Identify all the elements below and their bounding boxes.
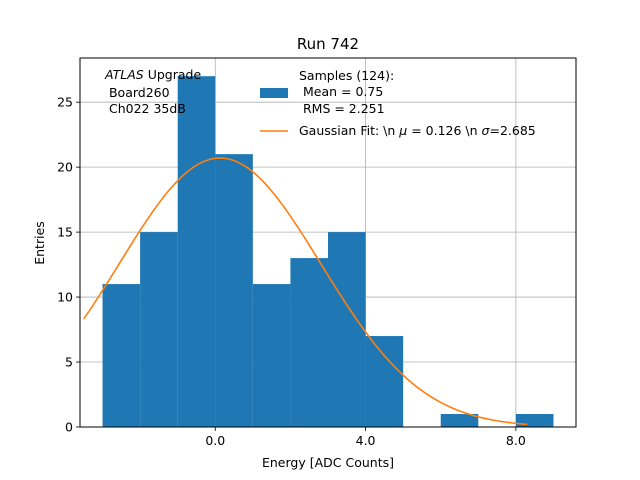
y-tick-label: 20: [57, 160, 73, 175]
y-tick-label: 25: [57, 95, 73, 110]
plot-frame: [79, 57, 577, 428]
y-tick-label: 10: [57, 290, 73, 305]
legend: Samples (124): Mean = 0.75 RMS = 2.251 G…: [260, 68, 536, 138]
histogram-bar: [140, 232, 178, 427]
x-tick-label: 4.0: [356, 433, 376, 448]
y-tick-label: 15: [57, 225, 73, 240]
histogram-bar: [252, 284, 291, 427]
histogram-bar: [365, 336, 404, 427]
atlas-italic: ATLAS: [104, 67, 144, 82]
histogram-bars: [102, 76, 554, 428]
legend-samples-swatch: [260, 88, 288, 98]
histogram-bar: [328, 232, 366, 427]
y-tick-label: 5: [65, 355, 73, 370]
y-tick-label: 0: [65, 420, 73, 435]
legend-samples-rms: RMS = 2.251: [299, 101, 385, 116]
chart-title: Run 742: [297, 35, 359, 53]
gaussian-fit: [83, 157, 528, 426]
histogram-bar: [102, 284, 141, 427]
histogram-bar: [177, 76, 216, 428]
x-axis-label: Energy [ADC Counts]: [262, 455, 394, 470]
y-axis-label: Entries: [32, 221, 47, 265]
atlas-label: ATLAS Upgrade: [104, 67, 201, 82]
y-axis-ticks: 0 5 10 15 20 25: [57, 95, 80, 435]
channel-label: Ch022 35dB: [105, 101, 186, 116]
legend-fit-label: Gaussian Fit: \n μ = 0.126 \n σ=2.685: [299, 123, 536, 138]
histogram-bar: [290, 258, 328, 427]
histogram-bar: [515, 414, 554, 427]
legend-samples-title: Samples (124):: [299, 68, 394, 83]
histogram-bar: [215, 154, 253, 427]
x-axis-ticks: 0.0 4.0 8.0: [205, 427, 526, 448]
histogram-bar: [440, 414, 479, 427]
x-tick-label: 8.0: [506, 433, 526, 448]
upgrade-text: Upgrade: [144, 67, 202, 82]
x-tick-label: 0.0: [205, 433, 225, 448]
gaussian-fit-line: [83, 157, 528, 426]
legend-samples-mean: Mean = 0.75: [299, 84, 383, 99]
board-label: Board260: [105, 85, 170, 100]
annotation: ATLAS Upgrade Board260 Ch022 35dB: [104, 67, 201, 116]
